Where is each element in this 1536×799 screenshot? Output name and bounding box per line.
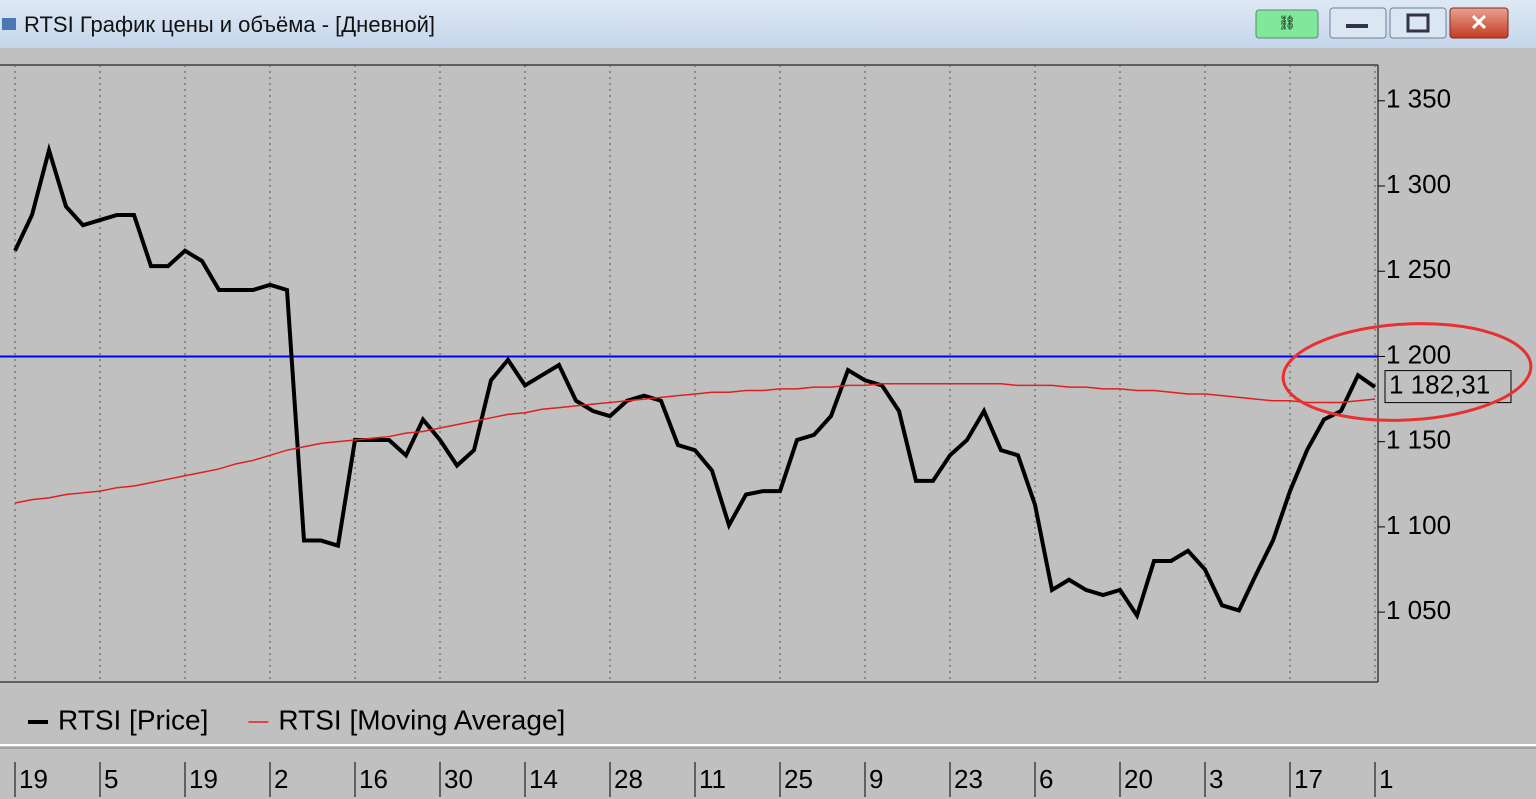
average-line: [14, 382, 1376, 504]
minimize-button[interactable]: [1329, 7, 1387, 39]
x-tick-label: 23: [954, 764, 983, 794]
y-tick-label: 1 300: [1386, 169, 1451, 199]
x-tick-label: 19: [19, 764, 48, 794]
link-button[interactable]: [1255, 9, 1319, 39]
x-tick-label: 6: [1039, 764, 1053, 794]
x-tick-label: 11: [699, 764, 726, 794]
y-tick-label: 1 050: [1386, 595, 1451, 625]
x-tick-label: 17: [1294, 764, 1323, 794]
x-tick-label: 9: [869, 764, 883, 794]
highlight-circle: [1281, 322, 1533, 422]
x-tick-label: 14: [529, 764, 558, 794]
last-price-box: [1384, 370, 1512, 404]
x-tick-label: 3: [1209, 764, 1223, 794]
maximize-button[interactable]: [1389, 7, 1447, 39]
x-tick-label: 30: [444, 764, 473, 794]
minimize-icon: [1346, 24, 1368, 28]
last-price-label: 1 182,31: [1389, 369, 1490, 399]
close-icon: ✕: [1470, 10, 1488, 35]
legend-label: RTSI [Price]: [58, 704, 208, 735]
legend-label: RTSI [Moving Average]: [278, 704, 565, 735]
window-icon: [2, 18, 16, 30]
close-button[interactable]: [1449, 7, 1509, 39]
x-tick-label: 2: [274, 764, 288, 794]
y-tick-label: 1 200: [1386, 339, 1451, 369]
window-title: RTSI График цены и объёма - [Дневной]: [24, 12, 435, 37]
price-line: [13, 142, 1377, 621]
x-tick-label: 19: [189, 764, 218, 794]
maximize-icon: [1406, 13, 1430, 33]
link-icon: ⛓: [1278, 15, 1296, 31]
x-tick-label: 1: [1379, 764, 1393, 794]
chart-background: [0, 48, 1536, 799]
x-tick-label: 5: [104, 764, 118, 794]
y-tick-label: 1 100: [1386, 510, 1451, 540]
y-tick-label: 1 350: [1386, 84, 1451, 114]
x-tick-label: 16: [359, 764, 388, 794]
x-tick-label: 28: [614, 764, 643, 794]
y-tick-label: 1 150: [1386, 425, 1451, 455]
y-tick-label: 1 250: [1386, 254, 1451, 284]
x-tick-label: 25: [784, 764, 813, 794]
x-tick-label: 20: [1124, 764, 1153, 794]
